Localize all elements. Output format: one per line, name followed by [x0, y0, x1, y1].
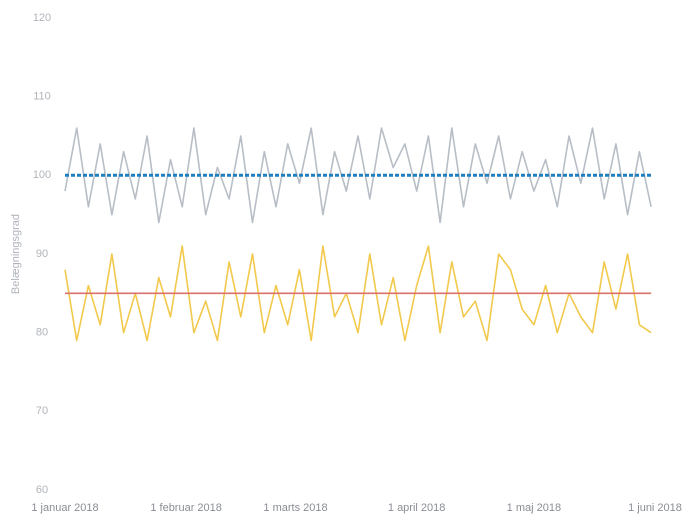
x-tick-label: 1 juni 2018: [628, 502, 682, 514]
y-tick-label: 120: [33, 12, 51, 24]
y-tick-label: 90: [36, 248, 48, 260]
y-tick-label: 60: [36, 484, 48, 496]
x-tick-label: 1 februar 2018: [150, 502, 222, 514]
series-line: [64, 127, 652, 224]
y-tick-label: 80: [36, 327, 48, 339]
x-tick-label: 1 april 2018: [388, 502, 446, 514]
y-tick-label: 70: [36, 405, 48, 417]
y-tick-label: 100: [33, 169, 51, 181]
x-tick-label: 1 marts 2018: [263, 502, 327, 514]
series-line: [64, 245, 652, 342]
x-tick-label: 1 januar 2018: [31, 502, 98, 514]
y-axis-title: Belægningsgrad: [10, 214, 22, 294]
y-tick-label: 110: [33, 91, 51, 103]
x-tick-label: 1 maj 2018: [507, 502, 561, 514]
